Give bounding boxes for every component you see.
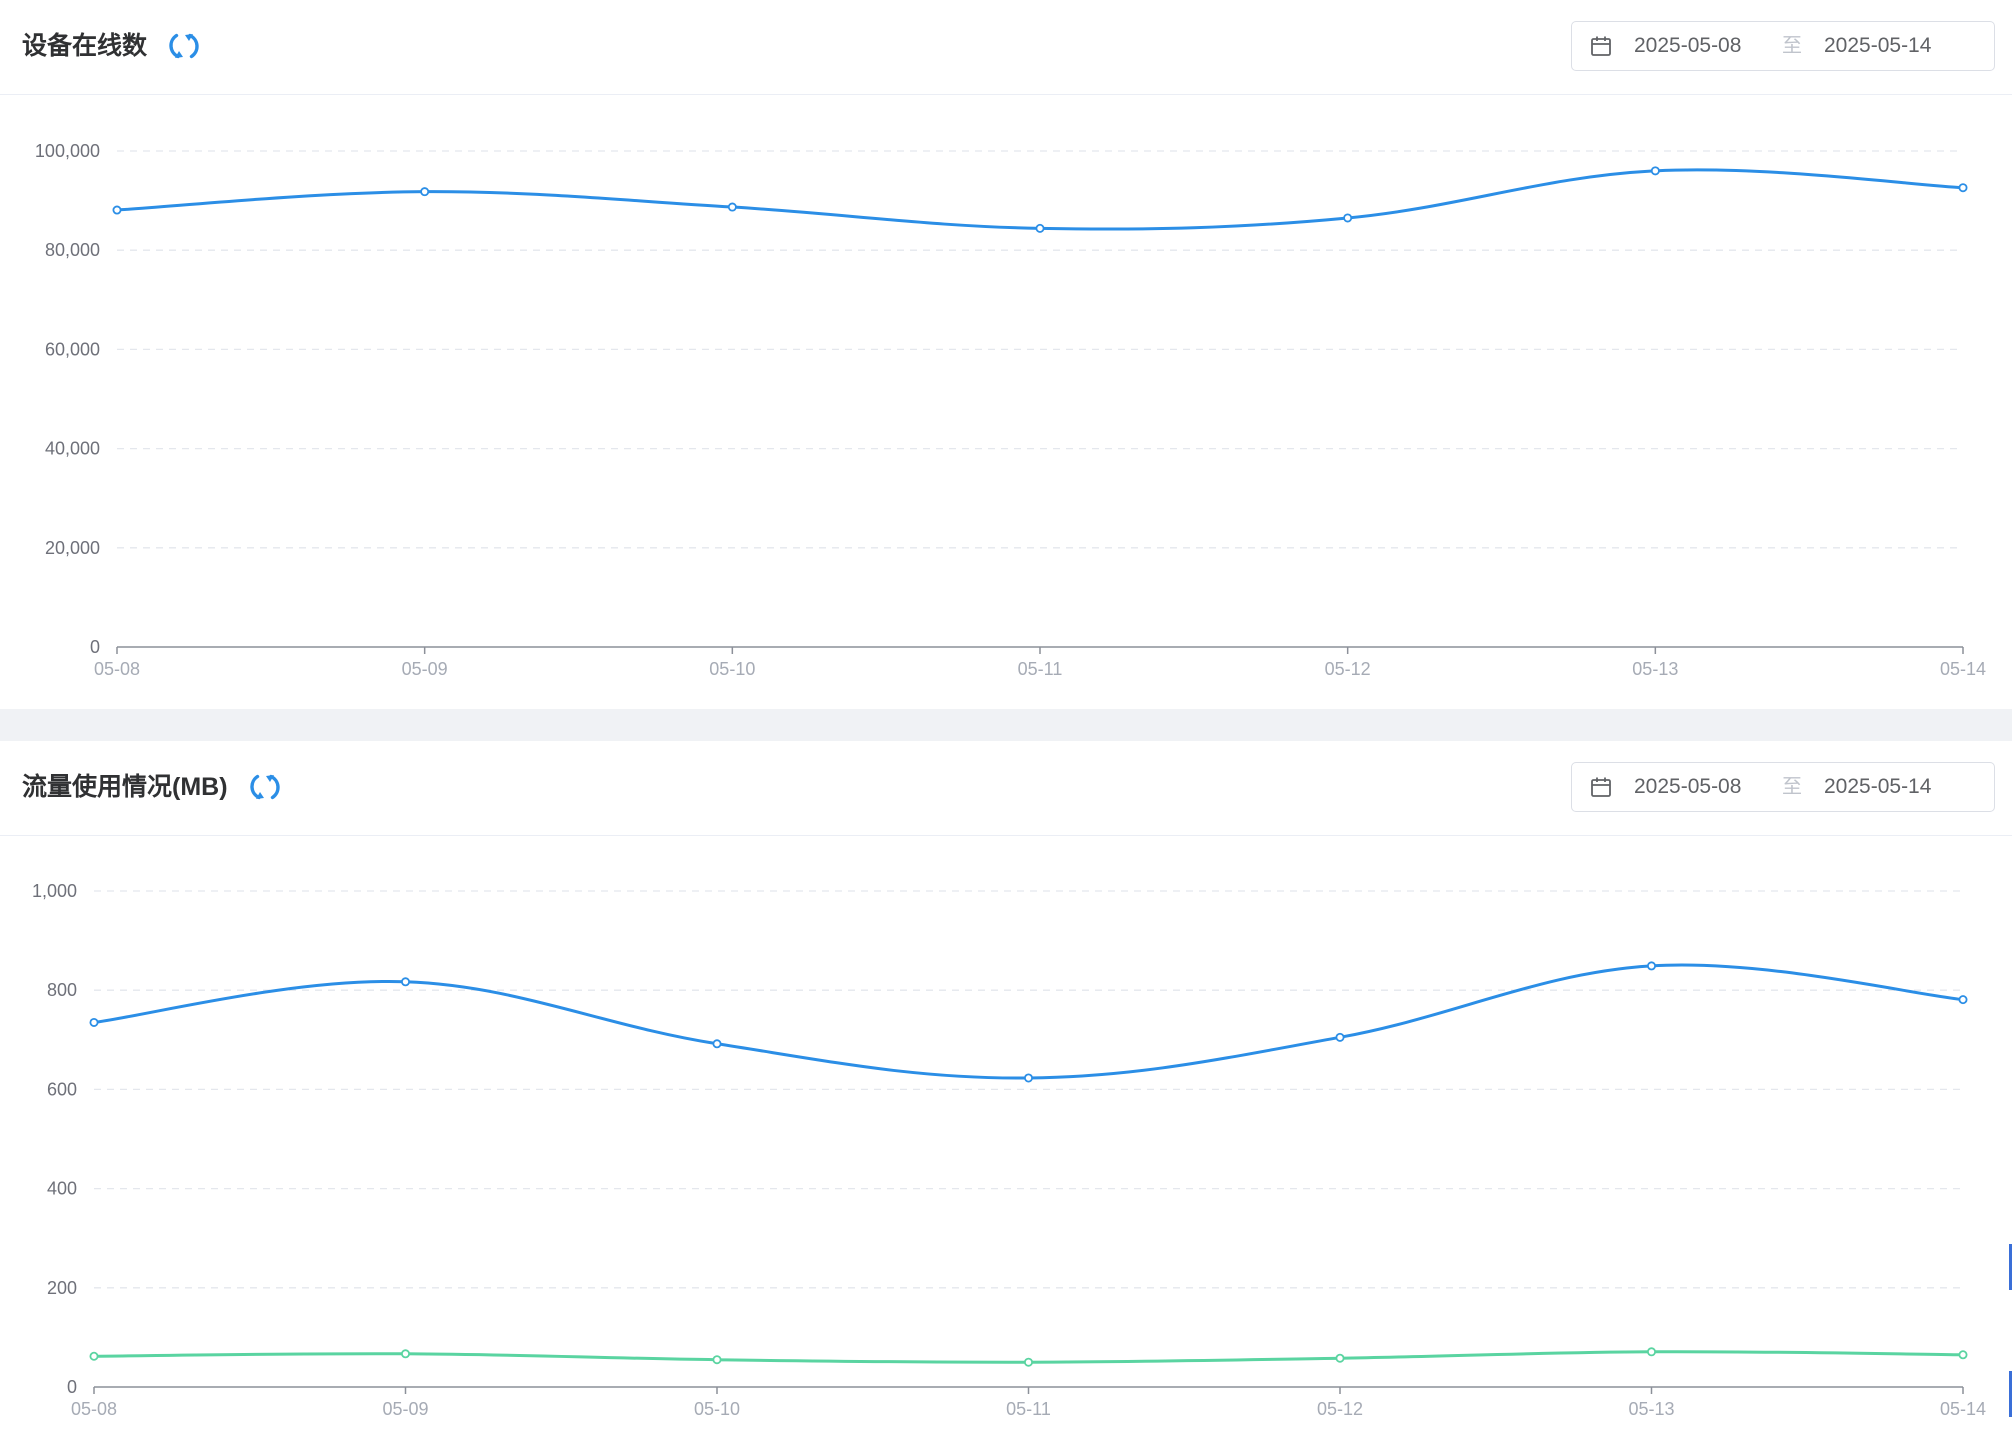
x-tick-label: 05-14 [1940,659,1986,679]
x-tick-label: 05-09 [402,659,448,679]
y-tick-label: 400 [47,1179,77,1199]
traffic-usage-chart: 0 200 400 600 800 1,000 05-08 05-09 05-10 05-11 05… [0,836,2012,1450]
data-point[interactable] [400,1349,410,1359]
y-tick-label: 20,000 [45,538,100,558]
data-point[interactable] [1647,1347,1657,1357]
x-tick-label: 05-09 [382,1399,428,1419]
data-point[interactable] [1343,213,1353,223]
device-online-chart-svg: 0 20,000 40,000 60,000 80,000 100,000 05-08 05-… [35,141,1986,679]
x-tick-label: 05-11 [1006,1399,1051,1419]
date-range-separator: 至 [1782,776,1802,798]
x-tick-label: 05-10 [694,1399,740,1419]
start-date-input[interactable]: 2025-05-08 [1634,775,1742,798]
end-date-input[interactable]: 2025-05-14 [1824,775,1932,798]
data-point[interactable] [1647,961,1657,971]
y-tick-label: 0 [67,1377,77,1397]
data-point[interactable] [712,1039,722,1049]
device-online-panel: 设备在线数 2025-05-08 至 2025-05-14 0 20,000 40,… [0,0,2012,709]
data-point[interactable] [1958,995,1968,1005]
x-tick-label: 05-12 [1325,659,1371,679]
series-line [93,963,1964,1080]
x-tick-label: 05-12 [1317,1399,1363,1419]
data-point[interactable] [1024,1073,1034,1083]
side-scroll-marker[interactable] [2009,1244,2012,1290]
y-tick-label: 60,000 [45,339,100,359]
x-tick-label: 05-14 [1940,1399,1986,1419]
refresh-icon[interactable] [168,30,200,62]
x-tick-label: 05-10 [709,659,755,679]
y-tick-label: 100,000 [35,141,100,161]
x-tick-label: 05-08 [94,659,140,679]
data-point[interactable] [1958,183,1968,193]
data-point[interactable] [89,1017,99,1027]
calendar-icon [1591,777,1611,797]
data-point[interactable] [727,202,737,212]
series-line [116,168,1964,231]
x-tick-label: 05-13 [1628,1399,1674,1419]
panel-header: 流量使用情况(MB) 2025-05-08 至 2025-05-14 [0,741,2012,836]
traffic-usage-panel: 流量使用情况(MB) 2025-05-08 至 2025-05-14 0 200 4… [0,741,2012,1450]
data-point[interactable] [1335,1353,1345,1363]
x-tick-label: 05-11 [1018,659,1063,679]
data-point[interactable] [1035,223,1045,233]
side-scroll-marker[interactable] [2009,1371,2012,1417]
date-range-picker[interactable]: 2025-05-08 至 2025-05-14 [1571,762,1995,812]
y-tick-label: 600 [47,1079,77,1099]
panel-title: 设备在线数 [22,32,148,60]
y-tick-label: 0 [90,637,100,657]
y-tick-label: 1,000 [32,881,77,901]
data-point[interactable] [1650,166,1660,176]
calendar-icon [1591,36,1611,56]
x-tick-label: 05-13 [1632,659,1678,679]
x-tick-label: 05-08 [71,1399,117,1419]
date-range-picker[interactable]: 2025-05-08 至 2025-05-14 [1571,21,1995,71]
end-date-input[interactable]: 2025-05-14 [1824,34,1932,57]
data-point[interactable] [112,205,122,215]
date-range-separator: 至 [1782,35,1802,57]
y-tick-label: 800 [47,980,77,1000]
data-point[interactable] [1335,1032,1345,1042]
panel-header: 设备在线数 2025-05-08 至 2025-05-14 [0,0,2012,95]
data-point[interactable] [1024,1357,1034,1367]
refresh-icon[interactable] [249,771,281,803]
traffic-usage-chart-svg: 0 200 400 600 800 1,000 05-08 05-09 05-10 05-11 05… [32,881,1986,1419]
data-point[interactable] [400,977,410,987]
data-point[interactable] [1958,1350,1968,1360]
y-tick-label: 40,000 [45,439,100,459]
y-tick-label: 80,000 [45,240,100,260]
data-point[interactable] [712,1355,722,1365]
y-tick-label: 200 [47,1278,77,1298]
start-date-input[interactable]: 2025-05-08 [1634,34,1742,57]
data-point[interactable] [89,1351,99,1361]
panel-title: 流量使用情况(MB) [22,773,228,801]
device-online-chart: 0 20,000 40,000 60,000 80,000 100,000 05-08 05-… [0,95,2012,709]
data-point[interactable] [420,187,430,197]
